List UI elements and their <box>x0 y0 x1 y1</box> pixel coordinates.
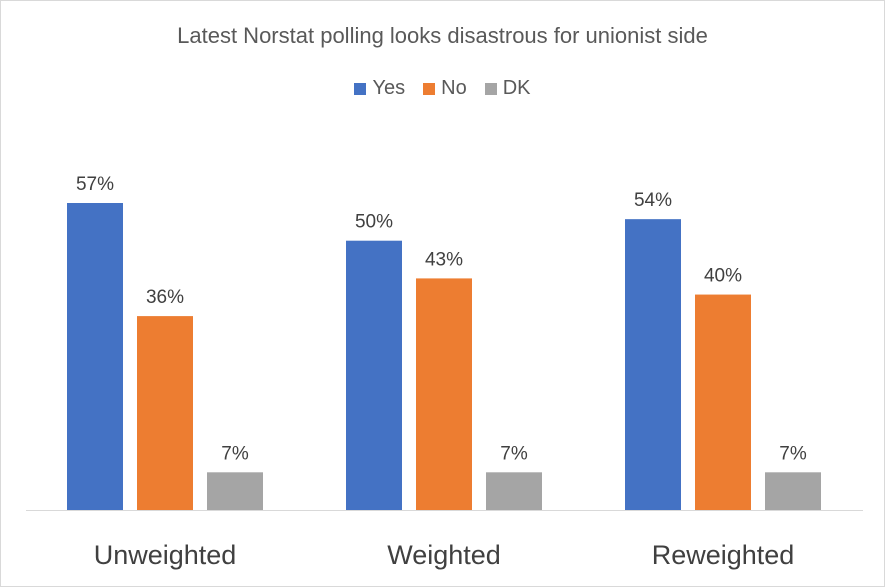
legend-item-dk: DK <box>484 77 531 100</box>
chart-title: Latest Norstat polling looks disastrous … <box>177 23 708 48</box>
bar-dk-unweighted <box>207 472 263 510</box>
legend-label-yes: Yes <box>372 77 406 99</box>
chart-legend: Yes No DK <box>1 77 884 100</box>
legend-item-no: No <box>423 77 467 100</box>
bar-yes-unweighted <box>67 203 123 510</box>
bar-no-unweighted <box>137 316 193 510</box>
data-label-no-unweighted: 36% <box>146 287 184 308</box>
x-tick-label-weighted: Weighted <box>387 540 501 570</box>
data-label-yes-weighted: 50% <box>355 212 393 233</box>
legend-swatch-no <box>423 82 436 95</box>
bar-no-reweighted <box>695 294 751 510</box>
bar-yes-reweighted <box>625 219 681 510</box>
data-label-yes-unweighted: 57% <box>76 174 114 195</box>
x-tick-label-unweighted: Unweighted <box>94 540 237 570</box>
bar-dk-weighted <box>486 472 542 510</box>
data-label-yes-reweighted: 54% <box>634 190 672 211</box>
data-label-no-weighted: 43% <box>425 249 463 270</box>
legend-item-yes: Yes <box>354 77 405 100</box>
data-label-dk-unweighted: 7% <box>221 443 249 464</box>
legend-swatch-yes <box>354 82 367 95</box>
data-label-dk-reweighted: 7% <box>779 443 807 464</box>
legend-swatch-dk <box>484 82 497 95</box>
bar-no-weighted <box>416 278 472 510</box>
legend-label-dk: DK <box>502 77 531 99</box>
data-label-dk-weighted: 7% <box>500 443 528 464</box>
bar-yes-weighted <box>346 240 402 510</box>
bar-dk-reweighted <box>765 472 821 510</box>
x-tick-label-reweighted: Reweighted <box>652 540 795 570</box>
legend-label-no: No <box>441 77 467 99</box>
data-label-no-reweighted: 40% <box>704 266 742 287</box>
